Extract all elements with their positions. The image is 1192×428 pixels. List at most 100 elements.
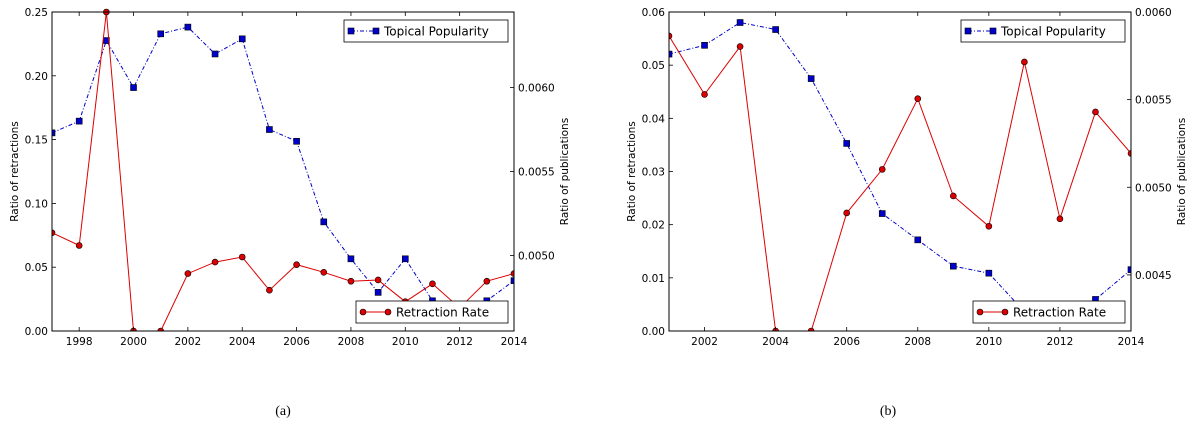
figure-caption: (b) <box>880 404 897 419</box>
series-line <box>52 11 514 331</box>
data-point <box>807 327 815 331</box>
legend-box <box>960 19 1126 43</box>
x-tick-label: 2006 <box>283 336 310 348</box>
legend-box <box>343 19 509 43</box>
y2-tick-label: 0.0045 <box>1135 270 1172 282</box>
data-point <box>211 50 219 58</box>
x-tick-label: 2004 <box>762 336 789 348</box>
data-point <box>401 255 409 263</box>
data-point <box>1127 266 1131 273</box>
y-tick-label: 0.25 <box>25 7 48 19</box>
data-point <box>669 50 673 58</box>
x-tick-label: 2002 <box>691 336 718 348</box>
data-point <box>238 35 246 43</box>
y2-tick-label: 0.0055 <box>518 167 555 179</box>
data-point <box>1056 215 1064 223</box>
legend-marker <box>1001 308 1009 316</box>
data-point <box>429 280 436 288</box>
data-point <box>157 30 165 38</box>
legend-topical-popularity: Topical Popularity <box>960 19 1126 43</box>
plot-frame <box>51 11 515 332</box>
legend-box <box>972 300 1126 324</box>
legend-marker <box>372 27 380 35</box>
y-tick-label: 0.06 <box>642 7 666 19</box>
legend-marker <box>359 308 367 316</box>
series-retraction-rate <box>52 8 514 331</box>
y-tick-label: 0.15 <box>25 135 48 147</box>
data-point <box>510 277 514 284</box>
chart-b: 2002 2004 2006 2008 2010 2012 2014 0.00 0.01 0.02… <box>626 7 1188 419</box>
data-point <box>950 262 957 270</box>
chart-a: 1998 2000 2002 2004 2006 2008 2010 2012 2014 0.00… <box>9 7 571 419</box>
x-tick-label: 1998 <box>66 336 93 348</box>
y-tick-label: 0.03 <box>642 167 665 179</box>
data-point <box>184 270 192 277</box>
data-point <box>950 192 957 200</box>
data-point <box>985 222 993 230</box>
data-point <box>807 75 815 82</box>
data-point <box>293 137 300 145</box>
y2-tick-label: 0.0060 <box>518 83 555 95</box>
y2-axis-label: Ratio of publications <box>1176 118 1188 225</box>
x-tick-label: 2008 <box>338 336 365 348</box>
data-point <box>701 42 708 49</box>
data-point <box>157 327 165 331</box>
x-tick-label: 2010 <box>975 336 1002 348</box>
data-point <box>985 269 993 277</box>
series-topical-popularity <box>52 23 514 316</box>
data-point <box>75 117 83 125</box>
plot-frame <box>668 11 1132 332</box>
data-point <box>347 277 355 285</box>
y-tick-label: 0.00 <box>642 326 665 338</box>
legend-box <box>355 300 509 324</box>
legend-marker <box>964 27 972 35</box>
data-point <box>347 255 355 263</box>
legend-retraction-rate: Retraction Rate <box>355 300 509 324</box>
y-tick-label: 0.05 <box>25 262 48 274</box>
y2-tick-label: 0.0060 <box>1135 7 1172 19</box>
x-tick-label: 2000 <box>120 336 147 348</box>
x-tick-label: 2006 <box>833 336 860 348</box>
legend-retraction-rate: Retraction Rate <box>972 300 1126 324</box>
x-tick-label: 2010 <box>392 336 419 348</box>
data-point <box>669 32 673 40</box>
data-point <box>736 43 744 50</box>
y-tick-label: 0.05 <box>642 60 665 72</box>
legend-label: Retraction Rate <box>396 306 489 320</box>
legend-topical-popularity: Topical Popularity <box>343 19 509 43</box>
y2-tick-label: 0.0050 <box>518 250 555 262</box>
data-point <box>75 242 83 249</box>
data-point <box>914 95 922 102</box>
x-tick-label: 2014 <box>501 336 528 348</box>
data-point <box>701 91 708 98</box>
legend-label: Topical Popularity <box>383 25 489 39</box>
data-point <box>1092 108 1099 116</box>
legend-label: Topical Popularity <box>1000 25 1106 39</box>
x-tick-label: 2004 <box>229 336 256 348</box>
data-point <box>266 286 273 294</box>
y-tick-label: 0.10 <box>25 198 48 210</box>
data-point <box>510 270 514 277</box>
data-point <box>320 218 328 226</box>
y-tick-label: 0.01 <box>642 273 665 285</box>
y2-tick-label: 0.0050 <box>1135 182 1172 194</box>
data-point <box>878 210 886 217</box>
series-retraction-rate <box>669 32 1131 331</box>
y-axis-label: Ratio of retractions <box>9 121 21 222</box>
legend-marker <box>347 27 355 35</box>
legend-marker <box>976 308 984 316</box>
series-line <box>52 26 514 314</box>
data-point <box>374 289 382 296</box>
data-point <box>238 253 246 261</box>
x-tick-label: 2008 <box>904 336 931 348</box>
x-tick-label: 2002 <box>175 336 202 348</box>
data-point <box>736 19 744 26</box>
data-point <box>914 236 922 244</box>
y2-tick-label: 0.0055 <box>1135 95 1172 107</box>
legend-marker <box>384 308 392 316</box>
x-tick-label: 2014 <box>1118 336 1145 348</box>
data-point <box>52 229 56 237</box>
data-point <box>843 209 850 217</box>
data-point <box>878 166 886 173</box>
